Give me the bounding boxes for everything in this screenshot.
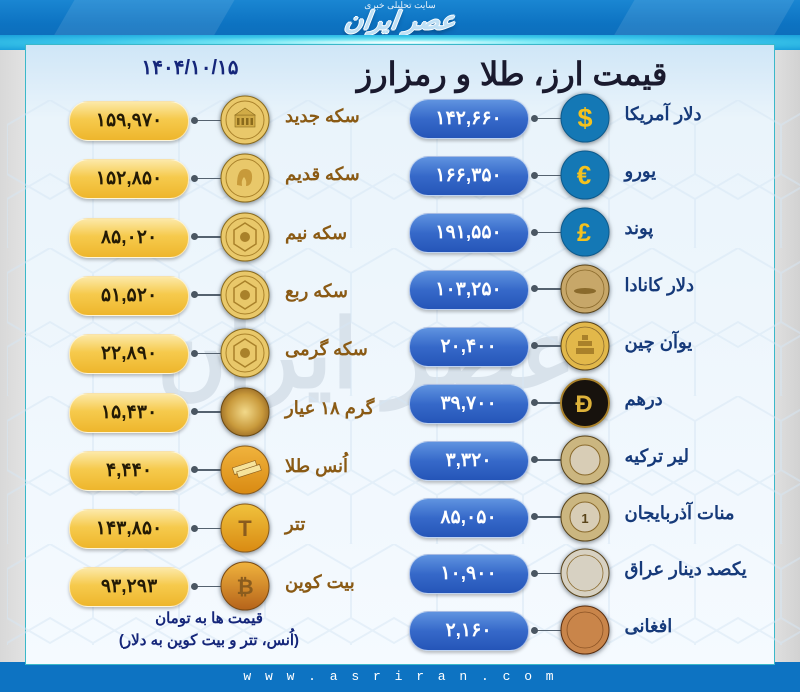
svg-text:$: $ xyxy=(577,103,592,133)
svg-text:£: £ xyxy=(577,219,591,247)
svg-text:₿: ₿ xyxy=(236,576,253,599)
svg-text:1: 1 xyxy=(581,511,588,526)
svg-text:T: T xyxy=(238,516,252,541)
svg-text:Đ: Đ xyxy=(575,391,592,418)
svg-text:€: € xyxy=(576,160,590,190)
